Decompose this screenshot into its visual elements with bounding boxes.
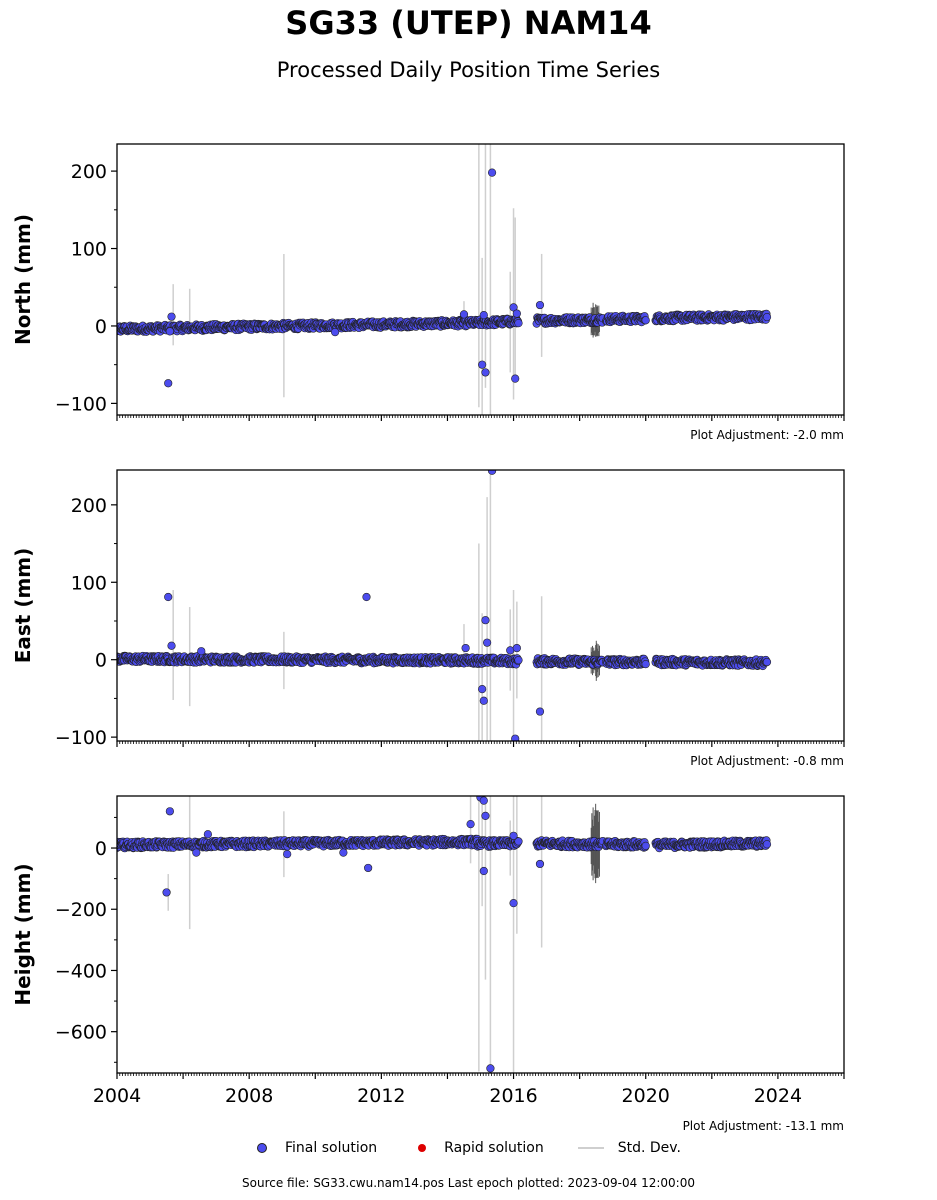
- legend-final-marker: [257, 1143, 267, 1153]
- outlier-point: [466, 820, 475, 829]
- y-tick-label: −100: [55, 727, 107, 749]
- outlier-point: [167, 312, 176, 321]
- panel-body: [117, 796, 772, 1073]
- x-tick-label: 2024: [754, 1085, 802, 1107]
- data-point: [514, 656, 523, 665]
- legend-std-marker: [577, 1147, 604, 1149]
- y-tick-label: 0: [95, 316, 107, 338]
- y-axis-label: East (mm): [11, 548, 35, 664]
- data-point: [762, 312, 772, 322]
- outlier-point: [478, 685, 487, 694]
- outlier-point: [167, 641, 176, 650]
- outlier-point: [535, 707, 545, 716]
- outlier-point: [162, 888, 171, 897]
- outlier-point: [283, 850, 292, 859]
- outlier-point: [192, 848, 201, 857]
- legend: Final solution Rapid solution Std. Dev.: [250, 1138, 715, 1158]
- x-tick-label: 2020: [622, 1085, 670, 1107]
- legend-final-label: Final solution: [285, 1140, 378, 1156]
- plot-adjustment-note: Plot Adjustment: -13.1 mm: [683, 1119, 844, 1133]
- outlier-point: [164, 592, 173, 602]
- panel-body: [117, 470, 772, 741]
- outlier-point: [197, 647, 206, 656]
- outlier-point: [479, 866, 488, 876]
- plot-frame: [116, 143, 845, 416]
- chart-subtitle: Processed Daily Position Time Series: [276, 58, 661, 82]
- legend-rapid-label: Rapid solution: [444, 1140, 544, 1156]
- panel-body: [117, 144, 772, 415]
- y-tick-label: 0: [95, 838, 107, 860]
- chart-title: SG33 (UTEP) NAM14: [285, 4, 652, 42]
- panel-3: −600 −400 −200 0 2004 2008 2012 2016 2020 2024 Hei…: [11, 795, 845, 1133]
- data-point: [641, 660, 650, 669]
- outlier-point: [512, 309, 521, 318]
- outlier-point: [461, 643, 470, 653]
- y-tick-label: −200: [55, 899, 107, 921]
- y-axis-label: Height (mm): [11, 863, 35, 1005]
- outlier-point: [486, 1064, 495, 1073]
- legend-std: Std. Dev.: [577, 1140, 681, 1156]
- outlier-point: [164, 379, 173, 388]
- x-tick-label: 2016: [489, 1085, 537, 1107]
- y-tick-label: −600: [55, 1022, 107, 1044]
- y-tick-label: 100: [71, 572, 107, 594]
- outlier-point: [483, 638, 492, 647]
- outlier-point: [511, 374, 520, 383]
- outlier-point: [487, 470, 497, 475]
- outlier-point: [479, 696, 488, 705]
- source-footer: Source file: SG33.cwu.nam14.pos Last epo…: [242, 1176, 695, 1190]
- legend-rapid: Rapid solution: [411, 1140, 544, 1156]
- y-tick-label: −100: [55, 393, 107, 415]
- outlier-point: [364, 863, 373, 873]
- legend-std-label: Std. Dev.: [617, 1140, 681, 1156]
- outlier-point: [459, 310, 469, 319]
- outlier-point: [479, 311, 488, 320]
- x-tick-label: 2004: [93, 1085, 141, 1107]
- legend-rapid-marker: [418, 1144, 427, 1152]
- outlier-point: [512, 643, 521, 653]
- outlier-point: [535, 300, 545, 310]
- plot-adjustment-note: Plot Adjustment: -0.8 mm: [690, 754, 844, 768]
- outlier-point: [339, 848, 348, 857]
- y-axis-label: North (mm): [11, 214, 35, 345]
- y-tick-label: 200: [71, 161, 107, 183]
- x-tick-label: 2008: [225, 1085, 273, 1107]
- legend-final: Final solution: [250, 1140, 377, 1156]
- panel-1: −100 0 100 200 North (mm) Plot Adjustment: -2…: [11, 143, 845, 442]
- outlier-point: [479, 796, 488, 805]
- outlier-point: [535, 859, 545, 869]
- y-tick-label: −400: [55, 960, 107, 982]
- outlier-point: [509, 899, 518, 908]
- x-tick-label: 2012: [357, 1085, 405, 1107]
- outlier-point: [481, 616, 490, 625]
- data-point: [514, 319, 523, 328]
- y-tick-label: 100: [71, 239, 107, 261]
- data-point: [762, 657, 772, 667]
- outlier-point: [509, 831, 518, 840]
- y-tick-label: 200: [71, 495, 107, 517]
- outlier-point: [203, 830, 212, 839]
- outlier-point: [481, 811, 490, 820]
- data-point: [641, 316, 650, 325]
- outlier-point: [331, 328, 340, 337]
- outlier-point: [362, 592, 371, 602]
- y-tick-label: 0: [95, 650, 107, 672]
- panel-2: −100 0 100 200 East (mm) Plot Adjustment: -0.…: [11, 469, 845, 768]
- outlier-point: [165, 327, 174, 336]
- outlier-point: [478, 360, 487, 369]
- data-point: [762, 840, 772, 849]
- outlier-point: [487, 168, 497, 177]
- outlier-point: [481, 368, 490, 377]
- data-point: [641, 841, 650, 850]
- outlier-point: [165, 807, 174, 816]
- plot-adjustment-note: Plot Adjustment: -2.0 mm: [690, 428, 844, 442]
